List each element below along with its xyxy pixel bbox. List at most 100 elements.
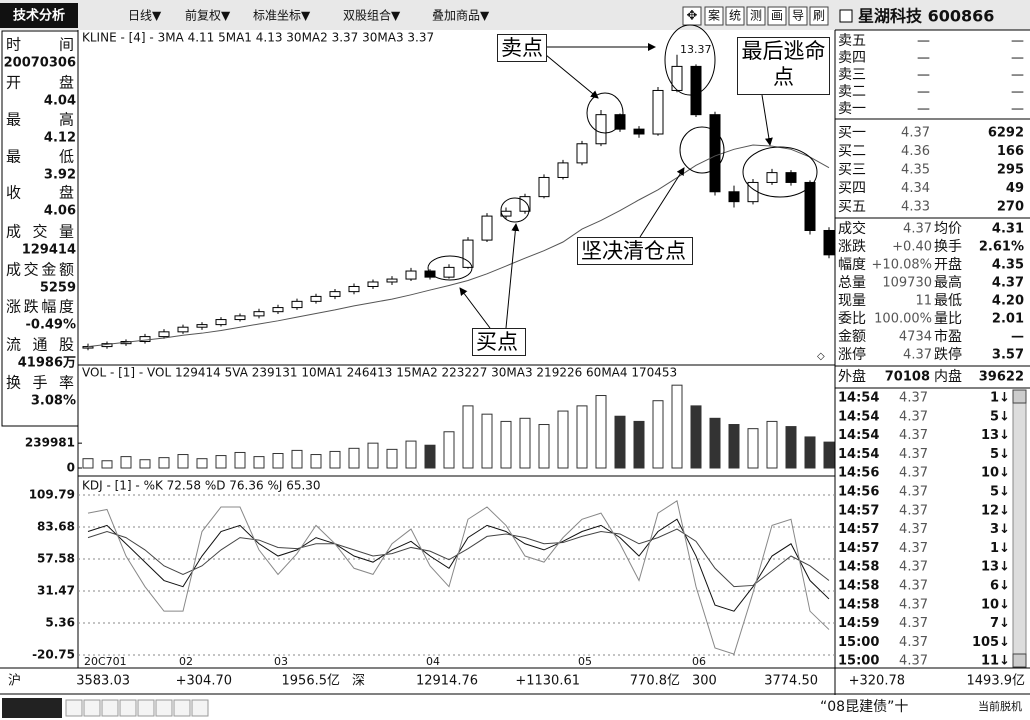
icon[interactable]	[704, 6, 724, 26]
scrollbar[interactable]	[1012, 389, 1027, 668]
order-volume: —	[1011, 68, 1024, 83]
candle-body	[747, 181, 759, 203]
stat-label: 涨跌	[838, 239, 866, 255]
tick-volume: 3↓	[990, 522, 1010, 537]
menu[interactable]: 前复权▼	[185, 8, 231, 23]
y-tick-label: 57.58	[37, 551, 75, 565]
tick-price: 4.37	[899, 466, 928, 481]
stat-label: 开盘	[934, 256, 962, 273]
tab[interactable]	[119, 699, 137, 717]
kdj-line	[87, 518, 830, 612]
toolbar-title: 技术分析	[13, 8, 65, 24]
stat-value: 39622	[979, 370, 1024, 385]
candle-body	[462, 239, 474, 268]
tick-price: 4.37	[899, 391, 928, 406]
tab[interactable]	[83, 699, 101, 717]
tick-volume: 105↓	[972, 635, 1010, 650]
candle-body	[538, 176, 550, 198]
order-price: 4.34	[901, 181, 930, 196]
annotation: 坚决清仓点	[577, 237, 693, 265]
menu[interactable]: 日线▼	[128, 9, 162, 23]
info-value: 4.04	[44, 94, 76, 109]
tab[interactable]	[191, 699, 209, 717]
order-label: 买一	[838, 125, 866, 141]
status-item: 770.8亿	[630, 674, 680, 689]
tick-volume: 10↓	[981, 597, 1010, 612]
tick-price: 4.37	[899, 616, 928, 631]
candle-body	[424, 270, 436, 278]
highlight-circle	[679, 126, 725, 174]
tab[interactable]	[137, 699, 155, 717]
candle-body	[500, 210, 512, 217]
icon[interactable]	[809, 6, 829, 26]
candle-body	[348, 285, 360, 293]
stat-label: 外盘	[838, 368, 866, 385]
stat-label: 内盘	[934, 368, 962, 385]
tick-time: 14:58	[838, 560, 879, 575]
icon[interactable]	[746, 6, 766, 26]
arrow	[505, 223, 520, 329]
stat-value: 4.37	[992, 276, 1024, 291]
order-volume: 270	[997, 200, 1024, 215]
order-label: 卖三	[838, 67, 866, 83]
icon[interactable]	[725, 6, 745, 26]
volume-bar	[747, 428, 759, 469]
status-item: +320.78	[849, 674, 905, 689]
scroll-up[interactable]	[1012, 389, 1027, 404]
tick-time: 14:58	[838, 579, 879, 594]
status-item: 3583.03	[76, 674, 130, 689]
tab[interactable]	[155, 699, 173, 717]
scroll-down[interactable]	[1012, 653, 1027, 668]
y-tick-label: -20.75	[32, 648, 75, 662]
volume-bar	[652, 400, 664, 469]
volume-bar	[215, 455, 227, 469]
stat-value: +0.40	[892, 240, 932, 255]
y-tick-label: 5.36	[45, 615, 75, 629]
tick-time: 14:59	[838, 616, 879, 631]
y-tick-label: 239981	[25, 436, 75, 450]
volume-bar	[538, 424, 550, 469]
icon-label: 刷	[813, 9, 825, 23]
tick-time: 14:54	[838, 428, 879, 443]
icon-move-glyph: ✥	[687, 9, 698, 24]
status-item: 300	[692, 674, 717, 689]
volume-bar	[614, 415, 626, 469]
icon[interactable]	[788, 6, 808, 26]
order-volume: —	[1011, 34, 1024, 49]
y-tick-label: 31.47	[37, 583, 75, 597]
stat-label: 涨停	[838, 346, 866, 363]
volume-bar	[120, 456, 132, 469]
tick-time: 14:58	[838, 597, 879, 612]
x-tick-label: 20C701	[84, 655, 127, 668]
tick-volume: 5↓	[990, 485, 1010, 500]
tick-volume: 5↓	[990, 409, 1010, 424]
candle-body	[519, 196, 531, 212]
candle-body	[804, 181, 816, 231]
order-volume: —	[1011, 85, 1024, 100]
menu[interactable]: 标准坐标▼	[253, 9, 311, 23]
stat-label: 总量	[838, 275, 866, 291]
order-price: —	[917, 85, 930, 100]
info-value: 4.12	[44, 131, 76, 146]
candle-body	[785, 172, 797, 183]
stock-name: 星湖科技 600866	[858, 7, 994, 26]
arrow	[459, 287, 491, 329]
stat-value: —	[1011, 330, 1024, 345]
stat-value: 4.37	[903, 222, 932, 237]
tab[interactable]	[173, 699, 191, 717]
legend: KLINE - [4] - 3MA 4.11 5MA1 4.13 30MA2 3…	[82, 31, 434, 45]
order-label: 卖五	[838, 33, 866, 49]
tab[interactable]	[65, 699, 83, 717]
tick-volume: 7↓	[990, 616, 1010, 631]
icon[interactable]	[767, 6, 787, 26]
menu[interactable]: 双股组合▼	[343, 8, 401, 23]
y-tick-label: 0	[67, 461, 75, 475]
volume-bar	[139, 459, 151, 469]
volume-bar	[443, 431, 455, 469]
candle-body	[576, 143, 588, 164]
candle-body	[728, 191, 740, 203]
tick-volume: 11↓	[981, 654, 1010, 669]
tab[interactable]	[101, 699, 119, 717]
menu[interactable]: 叠加商品▼	[432, 8, 490, 23]
highlight-circle	[500, 197, 530, 223]
